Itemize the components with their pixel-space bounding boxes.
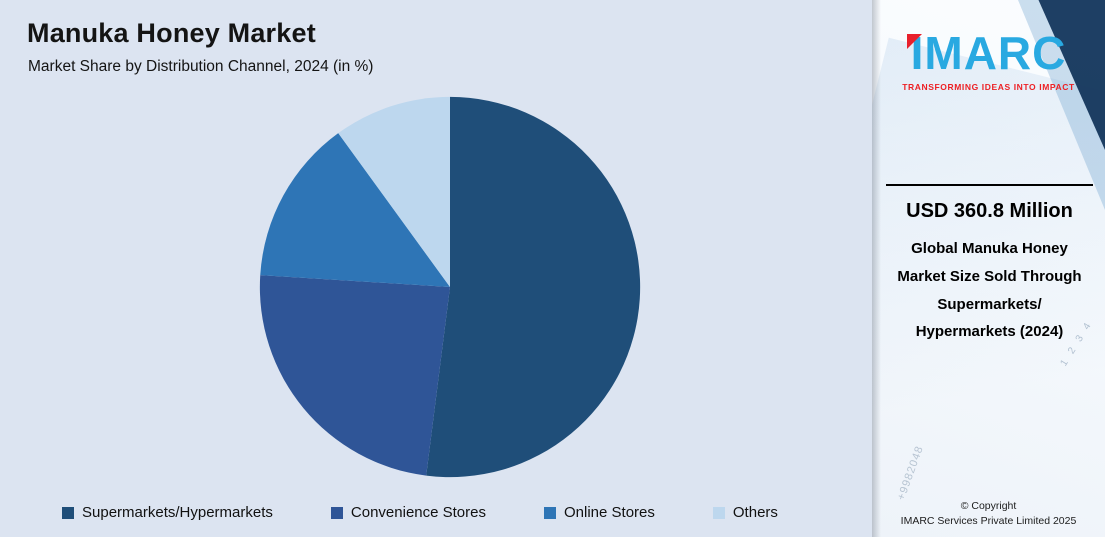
legend-label: Others xyxy=(732,504,778,521)
chart-panel: Manuka Honey Market Market Share by Dist… xyxy=(27,18,778,521)
chart-subtitle: Market Share by Distribution Channel, 20… xyxy=(28,58,374,75)
pie-slice-3 xyxy=(338,96,450,287)
pie-slice-0 xyxy=(426,96,641,478)
pie-chart-container xyxy=(255,92,645,482)
brand-panel: +9982048 1 2 3 4 IMARC TRANSFORMING IDEA… xyxy=(872,0,1105,537)
legend-item: Online Stores xyxy=(544,504,655,521)
pie-slice-2 xyxy=(260,133,450,287)
imarc-logo-wordmark: IMARC xyxy=(910,27,1067,79)
legend-item: Supermarkets/Hypermarkets xyxy=(62,504,273,521)
legend-item: Convenience Stores xyxy=(330,504,486,521)
legend-label: Convenience Stores xyxy=(350,504,486,521)
legend-swatch xyxy=(330,506,343,519)
imarc-logo-text: IMARC xyxy=(906,27,1067,79)
imarc-logo-accent-icon xyxy=(906,34,922,49)
stat-value: USD 360.8 Million xyxy=(906,200,1073,222)
legend-swatch xyxy=(62,506,74,519)
chart-title: Manuka Honey Market xyxy=(27,18,316,48)
legend-swatch xyxy=(712,506,725,519)
copyright-line-2: IMARC Services Private Limited 2025 xyxy=(900,514,1077,527)
copyright: © Copyright IMARC Services Private Limit… xyxy=(872,499,1105,529)
legend-swatch xyxy=(544,506,556,519)
legend-label: Online Stores xyxy=(564,504,655,521)
legend-label: Supermarkets/Hypermarkets xyxy=(82,504,273,521)
legend-item: Others xyxy=(712,504,778,521)
stat-label: Global Manuka Honey Market Size Sold Thr… xyxy=(897,240,1082,341)
panel-edge-shadow xyxy=(872,0,881,537)
pie-slice-1 xyxy=(259,275,450,476)
imarc-tagline: TRANSFORMING IDEAS INTO IMPACT xyxy=(902,82,1075,92)
pie-chart xyxy=(259,96,641,478)
legend: Supermarkets/Hypermarkets Convenience Sto… xyxy=(62,504,778,521)
imarc-logo: IMARC TRANSFORMING IDEAS INTO IMPACT xyxy=(872,30,1105,92)
copyright-line-1: © Copyright xyxy=(960,499,1017,512)
stat-block: USD 360.8 Million Global Manuka Honey Ma… xyxy=(886,184,1093,346)
stat-divider xyxy=(886,184,1093,186)
